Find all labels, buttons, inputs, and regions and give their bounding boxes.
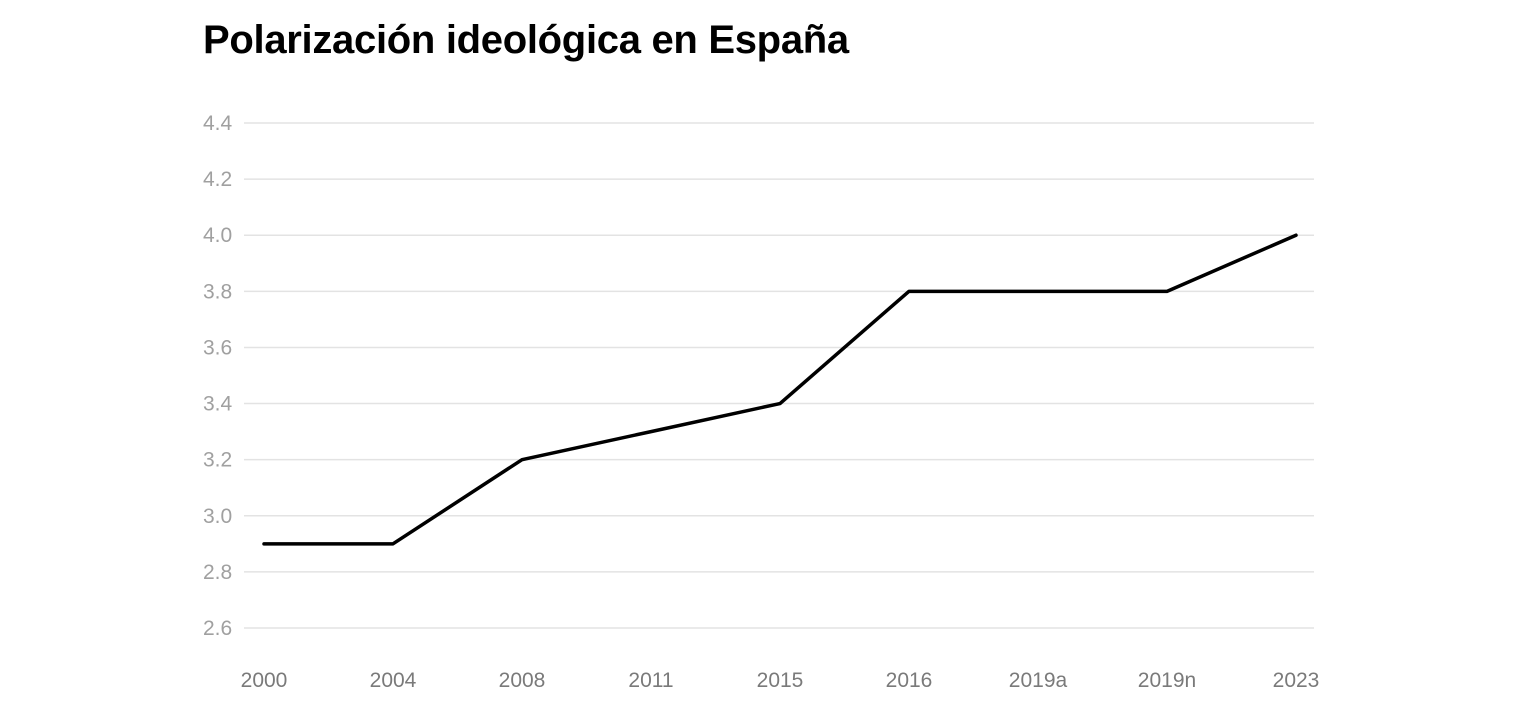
chart-title: Polarización ideológica en España <box>203 18 849 62</box>
x-tick-label: 2011 <box>628 669 673 692</box>
x-tick-label: 2000 <box>241 669 288 692</box>
y-tick-label: 3.2 <box>203 449 232 472</box>
x-tick-label: 2019a <box>1009 669 1068 692</box>
series-line <box>262 233 1298 546</box>
x-tick-label: 2016 <box>886 669 933 692</box>
y-tick-label: 2.6 <box>203 617 232 640</box>
y-tick-label: 4.0 <box>203 224 232 247</box>
x-tick-label: 2004 <box>370 669 417 692</box>
x-tick-label: 2008 <box>499 669 546 692</box>
x-tick-label: 2019n <box>1138 669 1196 692</box>
y-tick-label: 3.8 <box>203 280 232 303</box>
x-axis-tick-labels: 2000 2004 2008 2011 2015 2016 2019a 2019n 2023 <box>241 669 1320 692</box>
y-tick-label: 3.6 <box>203 336 232 359</box>
y-axis-tick-labels: 2.6 2.8 3.0 3.2 3.4 3.6 3.8 4.0 4.2 4.4 <box>203 112 233 640</box>
y-tick-label: 4.4 <box>203 112 233 135</box>
y-tick-label: 3.4 <box>203 393 233 416</box>
x-tick-label: 2023 <box>1273 669 1320 692</box>
y-tick-label: 3.0 <box>203 505 232 528</box>
y-tick-label: 4.2 <box>203 168 232 191</box>
series-lines <box>262 233 1298 546</box>
x-tick-label: 2015 <box>757 669 804 692</box>
y-tick-label: 2.8 <box>203 561 232 584</box>
gridlines <box>244 122 1314 629</box>
